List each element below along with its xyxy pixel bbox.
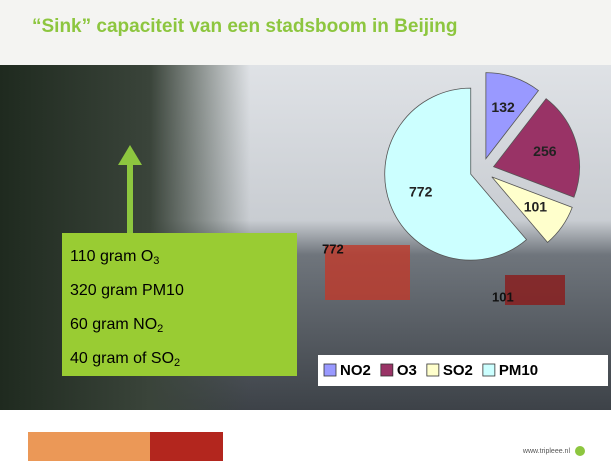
- info-line-text: 110 gram O: [70, 248, 153, 265]
- legend-swatch: [324, 364, 336, 376]
- data-label: 101: [524, 198, 548, 214]
- slide-title: “Sink” capaciteit van een stadsboom in B…: [32, 16, 458, 37]
- footer-logo: [575, 446, 585, 456]
- ghost-label: 101: [492, 289, 514, 304]
- data-label: 772: [409, 183, 433, 199]
- info-line-text: 320 gram PM10: [70, 282, 184, 299]
- info-line-text: 60 gram NO: [70, 316, 157, 333]
- info-line-sub: 2: [174, 357, 180, 369]
- info-line: 40 gram of SO2: [70, 350, 180, 369]
- legend-label: SO2: [443, 362, 473, 379]
- info-line: 110 gram O3: [70, 248, 159, 267]
- legend-swatch: [381, 364, 393, 376]
- legend-label: PM10: [499, 362, 538, 379]
- photo-car: [505, 275, 565, 305]
- info-line: 60 gram NO2: [70, 316, 163, 335]
- ghost-label: 772: [322, 241, 344, 256]
- data-label: 132: [491, 99, 515, 115]
- info-line-sub: 2: [157, 323, 163, 335]
- info-line-sub: 3: [153, 255, 159, 267]
- legend-label: O3: [397, 362, 417, 379]
- legend-swatch: [483, 364, 495, 376]
- legend-swatch: [427, 364, 439, 376]
- data-label: 256: [533, 143, 557, 159]
- info-line-text: 40 gram of SO: [70, 350, 174, 367]
- legend-label: NO2: [340, 362, 371, 379]
- slide: “Sink” capaciteit van een stadsboom in B…: [0, 0, 611, 461]
- info-line: 320 gram PM10: [70, 282, 184, 299]
- footer-url: www.tripleee.nl: [522, 448, 571, 455]
- footer-image: [150, 432, 223, 461]
